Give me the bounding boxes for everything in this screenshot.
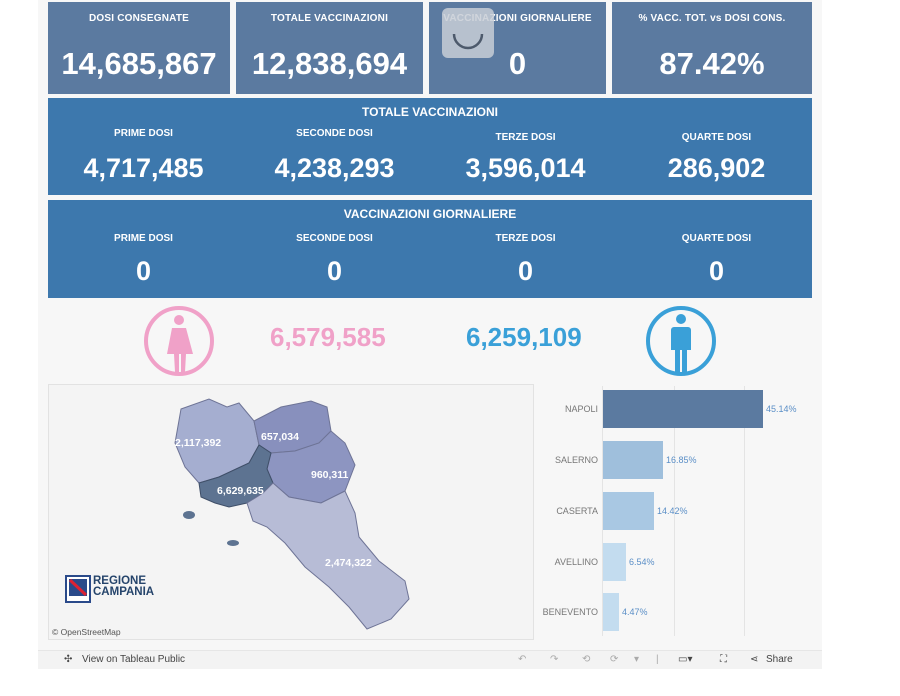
- stat-value: 0: [326, 256, 343, 286]
- axis-line: [602, 386, 603, 636]
- panel-title: VACCINAZIONI GIORNALIERE: [343, 207, 517, 221]
- revert-icon[interactable]: ⟲: [582, 654, 591, 665]
- totale-vaccinazioni-panel: TOTALE VACCINAZIONI PRIME DOSI 4,717,485…: [48, 98, 812, 195]
- loading-spinner: [442, 8, 494, 58]
- daily-prime-dosi: PRIME DOSI 0: [48, 233, 239, 287]
- island-ischia: [183, 511, 195, 519]
- redo-icon[interactable]: ↷: [550, 654, 559, 665]
- bar-value-caserta: 14.42%: [657, 506, 688, 516]
- map-attribution[interactable]: © OpenStreetMap: [52, 627, 121, 637]
- stat-label: SECONDE DOSI: [296, 233, 373, 244]
- undo-icon[interactable]: ↶: [518, 654, 527, 665]
- stat-label: QUARTE DOSI: [681, 233, 752, 244]
- region-salerno: [246, 482, 410, 630]
- island-capri: [227, 540, 239, 546]
- logo-line1: REGIONE: [93, 575, 147, 587]
- stat-label: PRIME DOSI: [114, 128, 173, 139]
- share-icon[interactable]: ⋖: [750, 654, 759, 665]
- kpi-value: 87.42%: [659, 46, 765, 81]
- map-label-avellino: 960,311: [311, 469, 349, 481]
- daily-quarte-dosi: QUARTE DOSI 0: [621, 233, 812, 287]
- refresh-icon[interactable]: ⟳: [610, 654, 619, 665]
- province-bar-chart: NAPOLI 45.14% SALERNO 16.85% CASERTA 14.42% AV…: [538, 384, 818, 638]
- bar-label-salerno: SALERNO: [554, 455, 598, 465]
- bar-avellino[interactable]: [603, 543, 626, 581]
- bar-value-napoli: 45.14%: [766, 404, 797, 414]
- map-label-napoli: 6,629,635: [217, 485, 264, 497]
- map-label-benevento: 657,034: [261, 431, 299, 443]
- bar-caserta[interactable]: [603, 492, 654, 530]
- stat-value: 4,238,293: [274, 153, 395, 183]
- kpi-value: 14,685,867: [61, 46, 217, 81]
- map-regions: [174, 398, 410, 630]
- logo-line2: CAMPANIA: [93, 586, 155, 598]
- view-on-tableau-link[interactable]: View on Tableau Public: [82, 654, 186, 665]
- stat-seconde-dosi: SECONDE DOSI 4,238,293: [239, 128, 430, 184]
- fullscreen-icon[interactable]: ⛶: [720, 654, 727, 665]
- regione-campania-emblem: [65, 575, 91, 603]
- dashboard: DOSI CONSEGNATE 14,685,867 TOTALE VACCIN…: [38, 0, 822, 650]
- stat-terze-dosi: TERZE DOSI 3,596,014: [430, 132, 621, 184]
- kpi-label: % VACC. TOT. vs DOSI CONS.: [638, 13, 786, 24]
- chevron-down-icon[interactable]: ▾: [634, 654, 640, 665]
- regione-campania-logo: REGIONE CAMPANIA: [65, 575, 154, 608]
- stat-value: 0: [708, 256, 725, 286]
- bar-label-napoli: NAPOLI: [564, 404, 598, 414]
- stat-label: TERZE DOSI: [495, 132, 556, 143]
- bar-napoli[interactable]: [603, 390, 763, 428]
- bar-value-avellino: 6.54%: [629, 557, 655, 567]
- daily-seconde-dosi: SECONDE DOSI 0: [239, 233, 430, 287]
- stat-value: 0: [517, 256, 534, 286]
- stat-label: TERZE DOSI: [495, 233, 556, 244]
- tableau-logo-icon: ✣: [64, 654, 73, 665]
- campania-map[interactable]: 2,117,392 657,034 960,311 6,629,635 2,47…: [48, 384, 534, 640]
- stat-value: 3,596,014: [465, 153, 586, 183]
- female-total: 6,579,585: [270, 322, 386, 352]
- bar-benevento[interactable]: [603, 593, 619, 631]
- share-button[interactable]: Share: [766, 654, 793, 665]
- map-label-caserta: 2,117,392: [175, 437, 222, 449]
- stat-value: 4,717,485: [83, 153, 204, 183]
- grid-line: [744, 386, 745, 636]
- stat-quarte-dosi: QUARTE DOSI 286,902: [621, 132, 812, 184]
- tableau-toolbar: ✣ View on Tableau Public ↶ ↷ ⟲ ⟳ ▾ | ▭▾ …: [38, 650, 822, 669]
- bar-label-benevento: BENEVENTO: [542, 607, 598, 617]
- bar-value-salerno: 16.85%: [666, 455, 697, 465]
- map-label-salerno: 2,474,322: [325, 557, 372, 569]
- kpi-label: TOTALE VACCINAZIONI: [270, 13, 389, 24]
- bar-salerno[interactable]: [603, 441, 663, 479]
- vaccinazioni-giornaliere-panel: VACCINAZIONI GIORNALIERE PRIME DOSI 0 SE…: [48, 200, 812, 298]
- kpi-totale-vaccinazioni: TOTALE VACCINAZIONI 12,838,694: [236, 2, 423, 94]
- grid-line: [674, 386, 675, 636]
- stat-label: QUARTE DOSI: [681, 132, 752, 143]
- bar-value-benevento: 4.47%: [622, 607, 648, 617]
- kpi-label: VACCINAZIONI GIORNALIERE: [443, 13, 592, 24]
- kpi-label: DOSI CONSEGNATE: [88, 13, 190, 24]
- stat-value: 0: [135, 256, 152, 286]
- spinner-arc-icon: [452, 33, 484, 50]
- kpi-dosi-consegnate: DOSI CONSEGNATE 14,685,867: [48, 2, 230, 94]
- stat-value: 286,902: [667, 153, 766, 183]
- daily-terze-dosi: TERZE DOSI 0: [430, 233, 621, 287]
- male-icon: [646, 306, 716, 376]
- stat-label: SECONDE DOSI: [296, 128, 373, 139]
- kpi-value: 0: [508, 46, 527, 81]
- logo-text: REGIONE CAMPANIA: [93, 575, 183, 598]
- male-total: 6,259,109: [466, 322, 582, 352]
- panel-title: TOTALE VACCINAZIONI: [362, 105, 498, 119]
- stat-label: PRIME DOSI: [114, 233, 173, 244]
- bar-label-avellino: AVELLINO: [554, 557, 598, 567]
- kpi-percent-vaccinati: % VACC. TOT. vs DOSI CONS. 87.42%: [612, 2, 812, 94]
- bar-label-caserta: CASERTA: [556, 506, 598, 516]
- female-icon: [144, 306, 214, 376]
- device-preview-icon[interactable]: ▭▾: [678, 654, 693, 665]
- stat-prime-dosi: PRIME DOSI 4,717,485: [48, 128, 239, 184]
- toolbar-divider: |: [656, 654, 659, 665]
- kpi-value: 12,838,694: [251, 46, 408, 81]
